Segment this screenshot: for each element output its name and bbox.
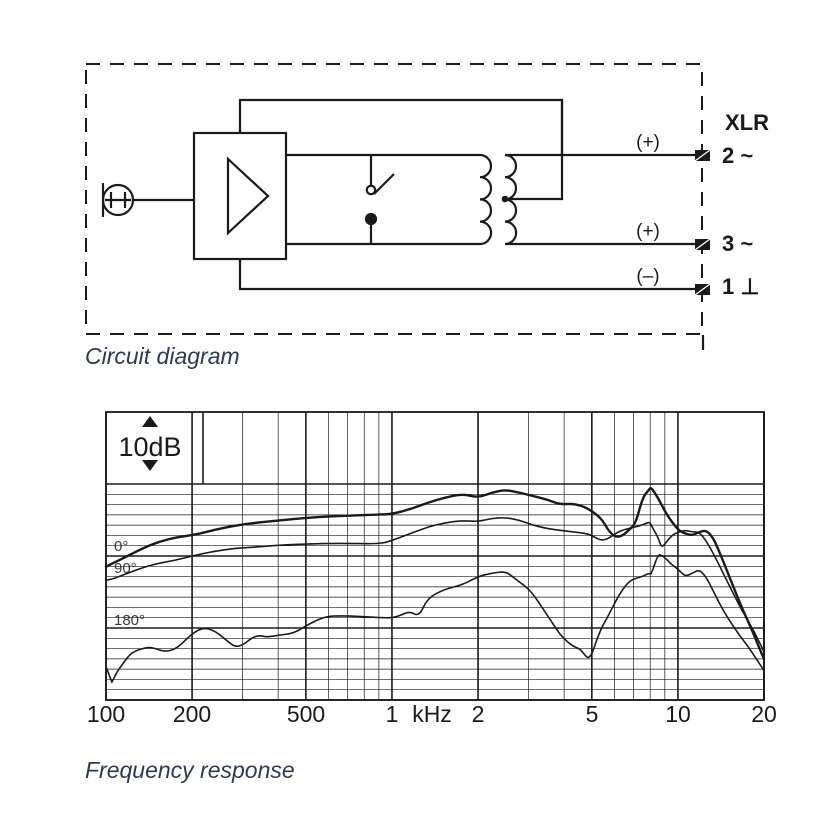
svg-text:(+): (+)	[636, 132, 660, 153]
svg-text:200: 200	[173, 701, 211, 727]
svg-text:(–): (–)	[636, 266, 659, 287]
svg-text:2 ~: 2 ~	[722, 143, 753, 168]
svg-text:500: 500	[287, 701, 325, 727]
svg-text:100: 100	[87, 701, 125, 727]
svg-text:5: 5	[586, 701, 599, 727]
svg-text:20: 20	[751, 701, 777, 727]
svg-text:10: 10	[665, 701, 691, 727]
svg-text:1: 1	[386, 701, 399, 727]
svg-text:3 ~: 3 ~	[722, 231, 753, 256]
svg-text:(+): (+)	[636, 221, 660, 242]
svg-text:XLR: XLR	[725, 110, 769, 135]
svg-text:0°: 0°	[114, 538, 128, 555]
svg-text:180°: 180°	[114, 612, 145, 629]
svg-text:1 ⊥: 1 ⊥	[722, 274, 760, 299]
svg-text:10dB: 10dB	[118, 432, 181, 462]
svg-text:2: 2	[472, 701, 485, 727]
svg-text:kHz: kHz	[412, 701, 452, 727]
